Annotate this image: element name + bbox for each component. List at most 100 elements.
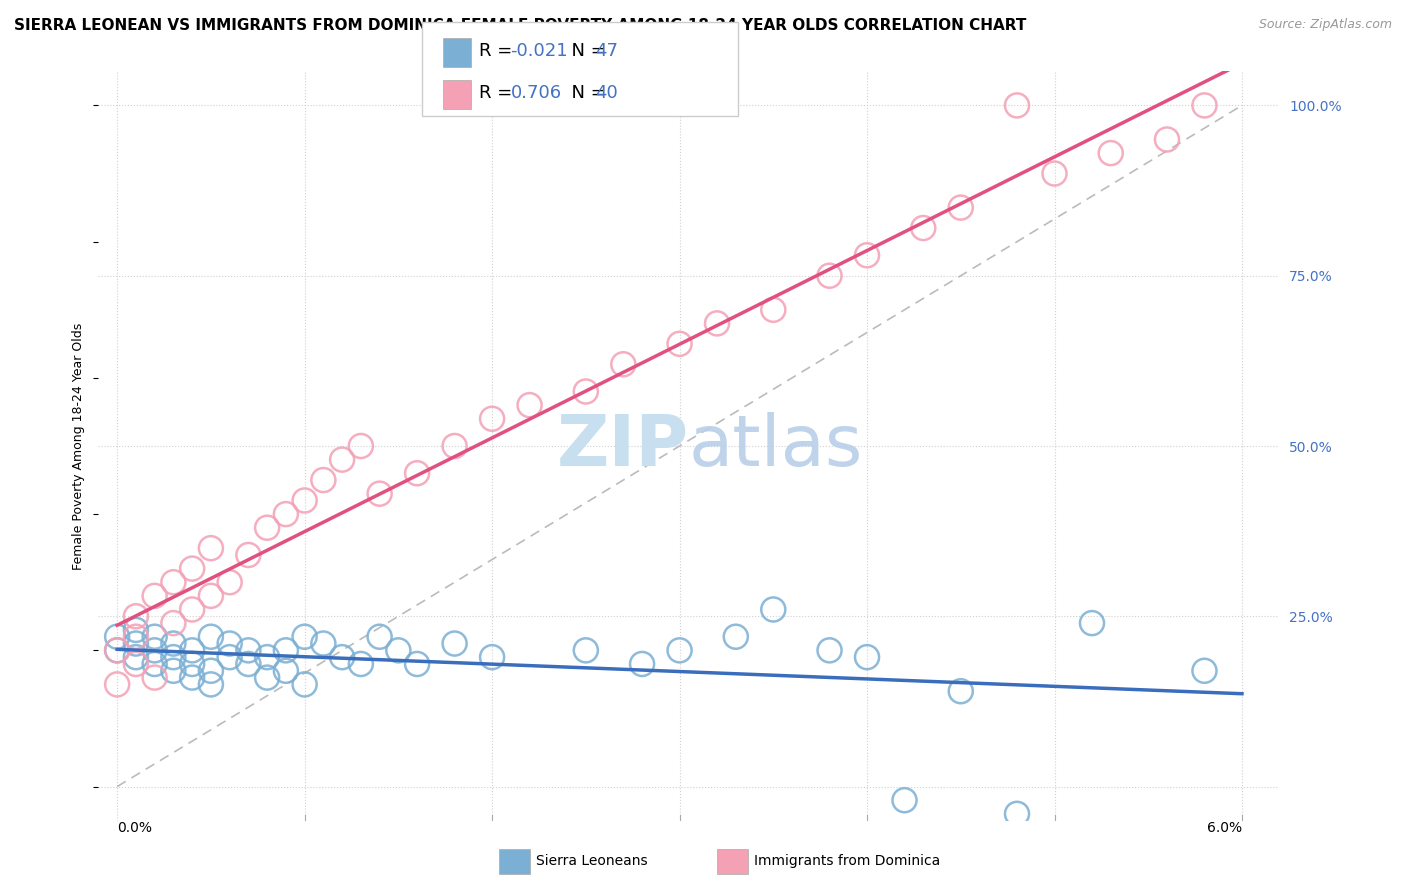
Point xyxy=(818,268,841,283)
Text: SIERRA LEONEAN VS IMMIGRANTS FROM DOMINICA FEMALE POVERTY AMONG 18-24 YEAR OLDS : SIERRA LEONEAN VS IMMIGRANTS FROM DOMINI… xyxy=(14,18,1026,33)
Point xyxy=(818,643,841,657)
Point xyxy=(1194,664,1216,678)
Text: 0.0%: 0.0% xyxy=(117,821,152,835)
Point xyxy=(949,684,972,698)
Text: R =: R = xyxy=(479,85,519,103)
Point xyxy=(143,657,166,671)
Point xyxy=(1005,98,1028,112)
Point xyxy=(256,671,278,685)
Point xyxy=(143,643,166,657)
Text: ZIP: ZIP xyxy=(557,411,689,481)
Point xyxy=(105,677,128,691)
Point xyxy=(162,636,184,650)
Point xyxy=(200,589,222,603)
Point xyxy=(218,636,240,650)
Point xyxy=(668,643,690,657)
Point xyxy=(218,575,240,590)
Point xyxy=(200,677,222,691)
Point xyxy=(238,548,260,562)
Text: Immigrants from Dominica: Immigrants from Dominica xyxy=(754,854,939,868)
Point xyxy=(856,650,879,665)
Point xyxy=(125,623,148,637)
Point xyxy=(406,657,429,671)
Point xyxy=(294,677,316,691)
Point xyxy=(706,317,728,331)
Point xyxy=(387,643,409,657)
Text: Source: ZipAtlas.com: Source: ZipAtlas.com xyxy=(1258,18,1392,31)
Point xyxy=(105,630,128,644)
Point xyxy=(274,643,297,657)
Point xyxy=(1005,806,1028,821)
Point xyxy=(368,486,391,500)
Point xyxy=(631,657,654,671)
Point xyxy=(443,439,465,453)
Point xyxy=(181,561,204,575)
Point xyxy=(143,671,166,685)
Point xyxy=(125,657,148,671)
Point xyxy=(238,657,260,671)
Point xyxy=(575,384,598,399)
Text: R =: R = xyxy=(479,42,519,60)
Point xyxy=(294,630,316,644)
Point xyxy=(143,630,166,644)
Text: atlas: atlas xyxy=(689,411,863,481)
Point xyxy=(1156,132,1178,146)
Point xyxy=(200,541,222,556)
Point xyxy=(481,650,503,665)
Point xyxy=(181,643,204,657)
Point xyxy=(125,636,148,650)
Text: 6.0%: 6.0% xyxy=(1206,821,1241,835)
Point xyxy=(125,609,148,624)
Text: N =: N = xyxy=(560,42,612,60)
Point xyxy=(162,664,184,678)
Point xyxy=(519,398,541,412)
Point xyxy=(1081,616,1104,631)
Y-axis label: Female Poverty Among 18-24 Year Olds: Female Poverty Among 18-24 Year Olds xyxy=(72,322,86,570)
Point xyxy=(481,411,503,425)
Point xyxy=(368,630,391,644)
Point xyxy=(200,664,222,678)
Text: 0.706: 0.706 xyxy=(510,85,561,103)
Point xyxy=(1043,167,1066,181)
Point xyxy=(350,439,373,453)
Text: -0.021: -0.021 xyxy=(510,42,568,60)
Point xyxy=(162,575,184,590)
Point xyxy=(274,507,297,521)
Point xyxy=(312,473,335,487)
Point xyxy=(200,630,222,644)
Point xyxy=(218,650,240,665)
Point xyxy=(181,671,204,685)
Point xyxy=(294,493,316,508)
Point xyxy=(274,664,297,678)
Point xyxy=(1099,146,1122,161)
Point xyxy=(856,248,879,262)
Point xyxy=(612,357,634,371)
Point xyxy=(762,302,785,317)
Point xyxy=(125,650,148,665)
Point xyxy=(256,521,278,535)
Point xyxy=(143,589,166,603)
Point xyxy=(105,643,128,657)
Point xyxy=(238,643,260,657)
Point xyxy=(330,650,353,665)
Point xyxy=(668,336,690,351)
Point xyxy=(125,630,148,644)
Point xyxy=(575,643,598,657)
Point xyxy=(1194,98,1216,112)
Point xyxy=(912,221,935,235)
Point xyxy=(949,201,972,215)
Text: Sierra Leoneans: Sierra Leoneans xyxy=(536,854,647,868)
Point xyxy=(330,452,353,467)
Point xyxy=(162,650,184,665)
Point xyxy=(724,630,747,644)
Point xyxy=(105,643,128,657)
Point xyxy=(762,602,785,616)
Text: 47: 47 xyxy=(595,42,617,60)
Point xyxy=(893,793,915,807)
Point xyxy=(350,657,373,671)
Text: N =: N = xyxy=(560,85,612,103)
Text: 40: 40 xyxy=(595,85,617,103)
Point xyxy=(162,616,184,631)
Point xyxy=(312,636,335,650)
Point xyxy=(406,467,429,481)
